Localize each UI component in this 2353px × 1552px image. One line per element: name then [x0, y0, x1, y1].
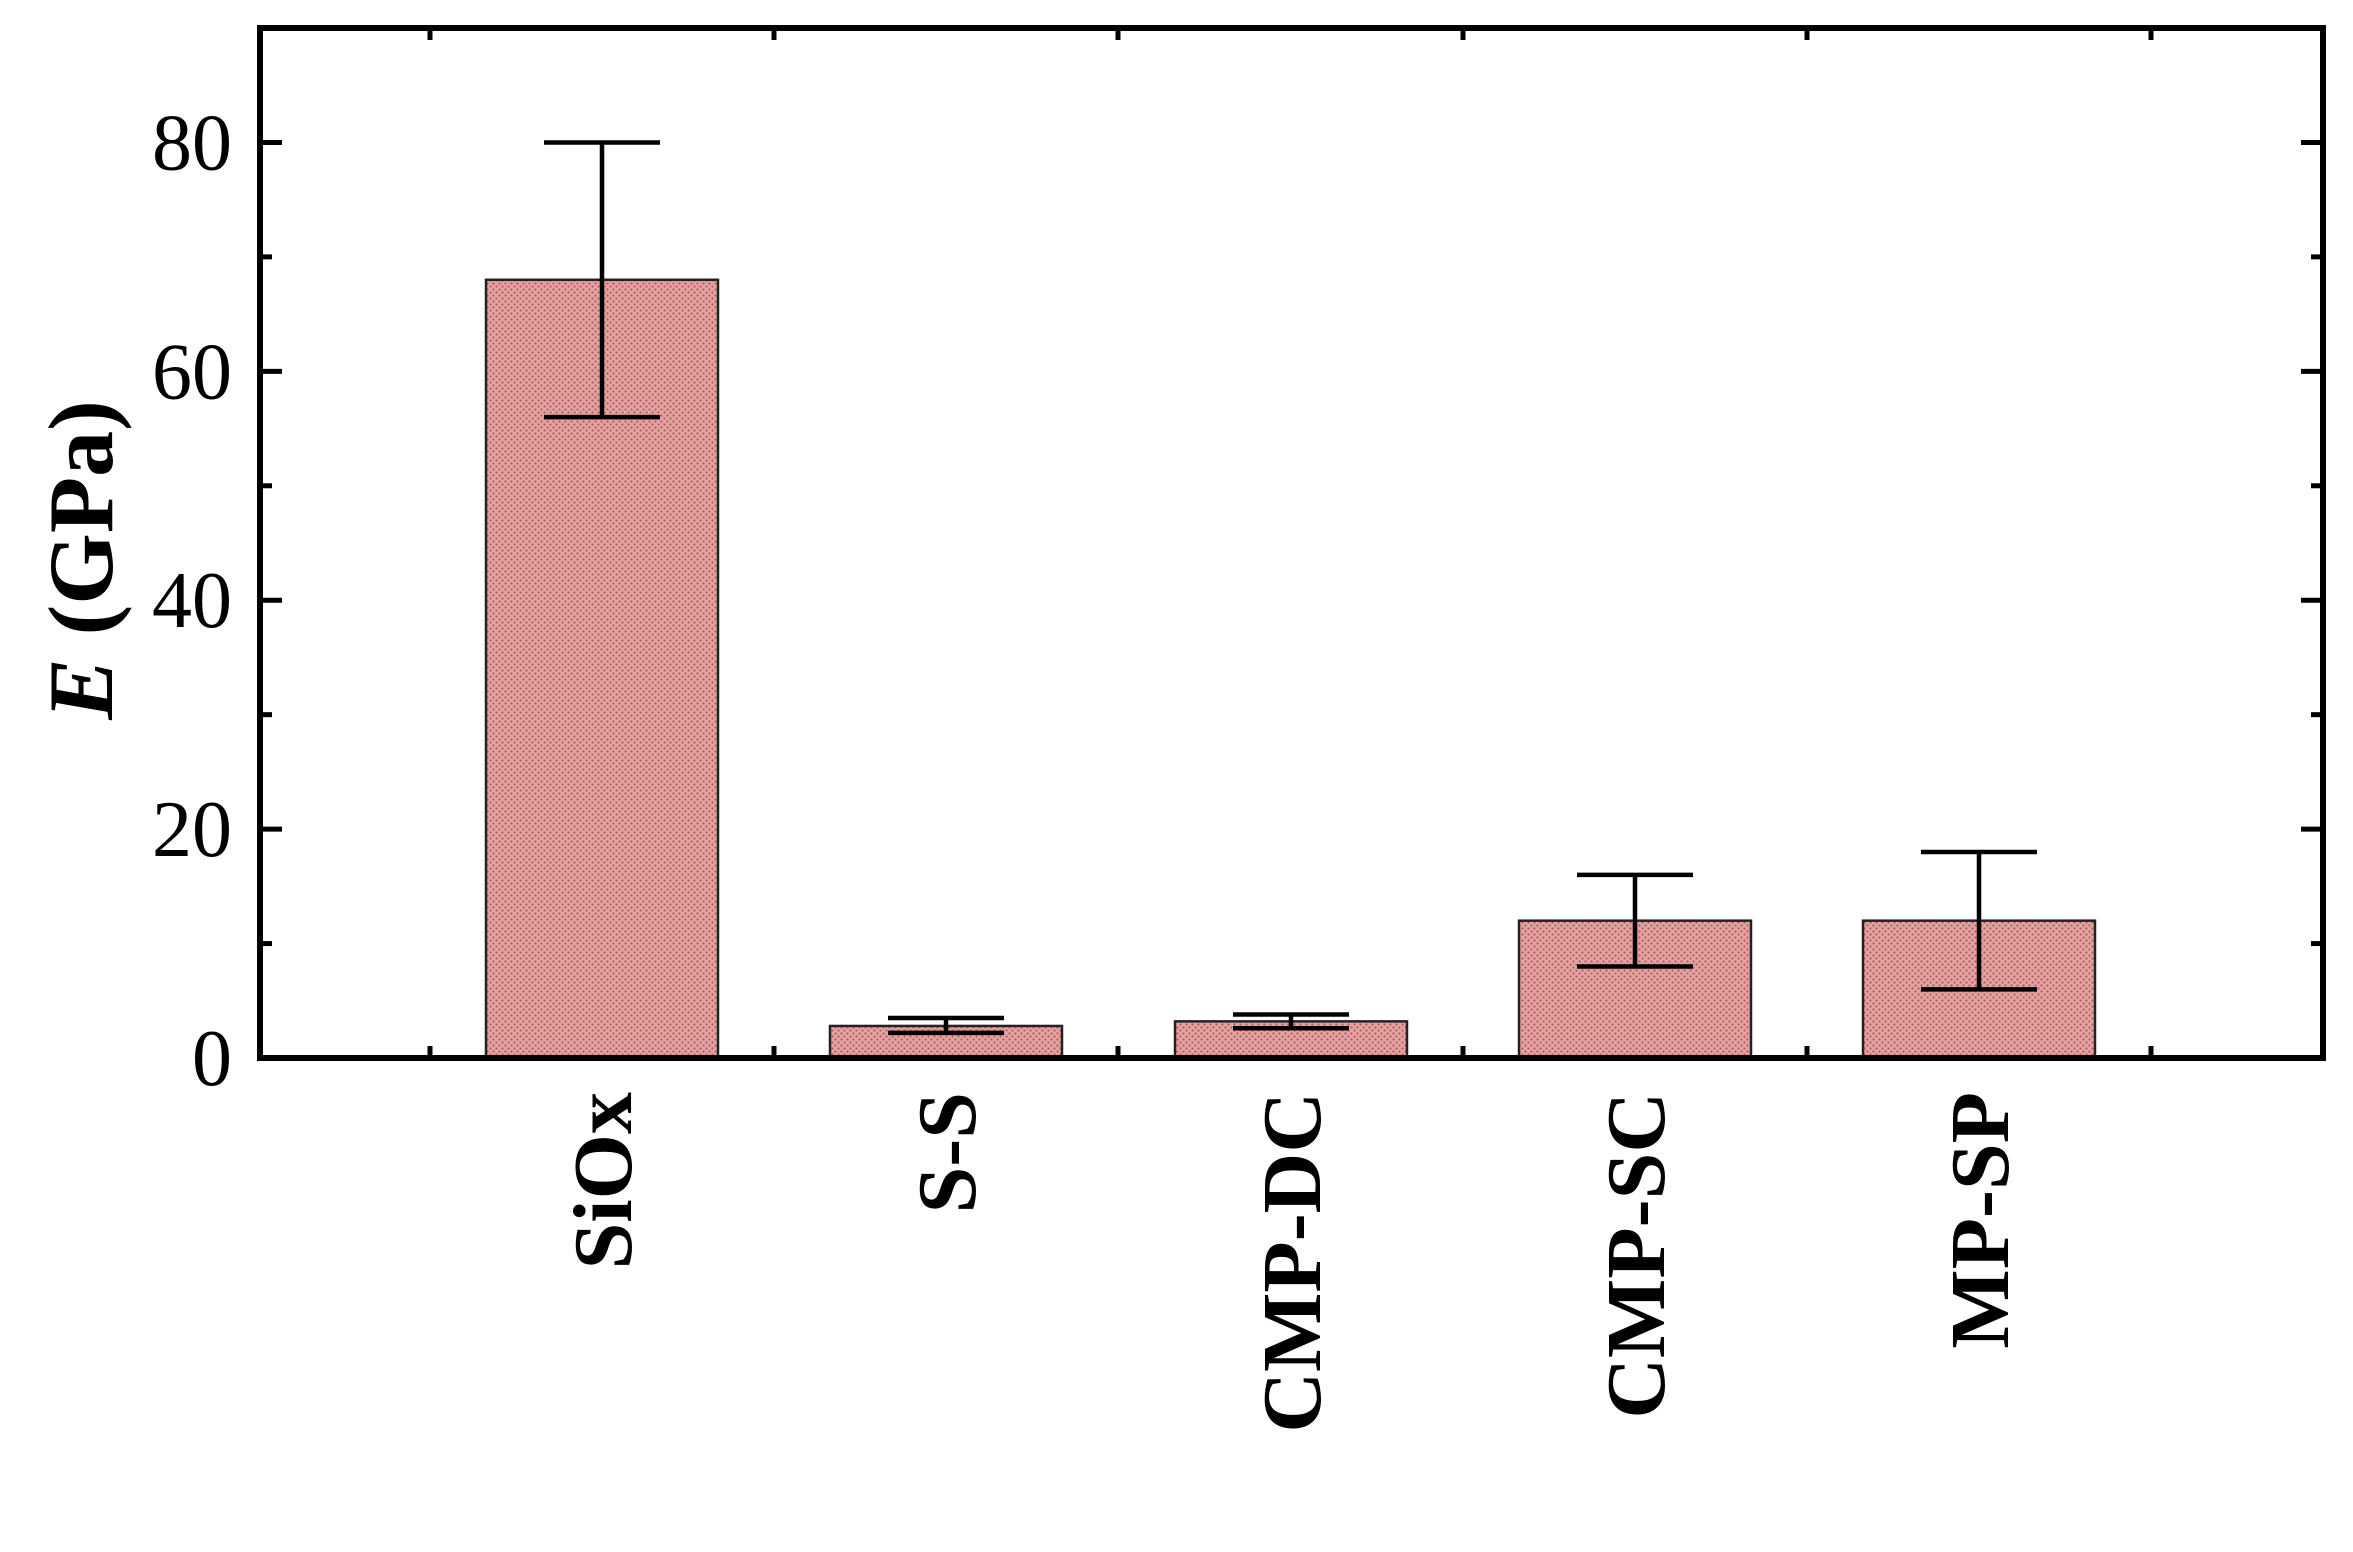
y-axis-title-unit: (GPa) — [30, 400, 132, 658]
category-labels: SiOx S-S CMP-DC CMP-SC MP-SP — [557, 1092, 2027, 1433]
y-tick-label: 40 — [152, 557, 232, 645]
y-tick-label: 20 — [152, 786, 232, 874]
plot-frame — [257, 25, 2326, 1061]
y-tick-label: 0 — [192, 1015, 232, 1103]
y-axis-title: E (GPa) — [30, 400, 132, 720]
category-label: CMP-DC — [1246, 1092, 1339, 1433]
error-bars-layer — [544, 140, 2037, 1036]
ticks-layer — [260, 25, 2323, 1061]
bars-layer — [484, 278, 2097, 1060]
y-axis-title-symbol: E — [30, 658, 132, 720]
y-tick-labels: 0 20 40 60 80 — [152, 99, 232, 1103]
y-tick-label: 80 — [152, 99, 232, 187]
category-label: S-S — [901, 1092, 994, 1213]
category-label: MP-SP — [1934, 1092, 2027, 1349]
y-tick-label: 60 — [152, 328, 232, 416]
category-label: SiOx — [557, 1092, 650, 1269]
category-label: CMP-SC — [1590, 1092, 1683, 1419]
